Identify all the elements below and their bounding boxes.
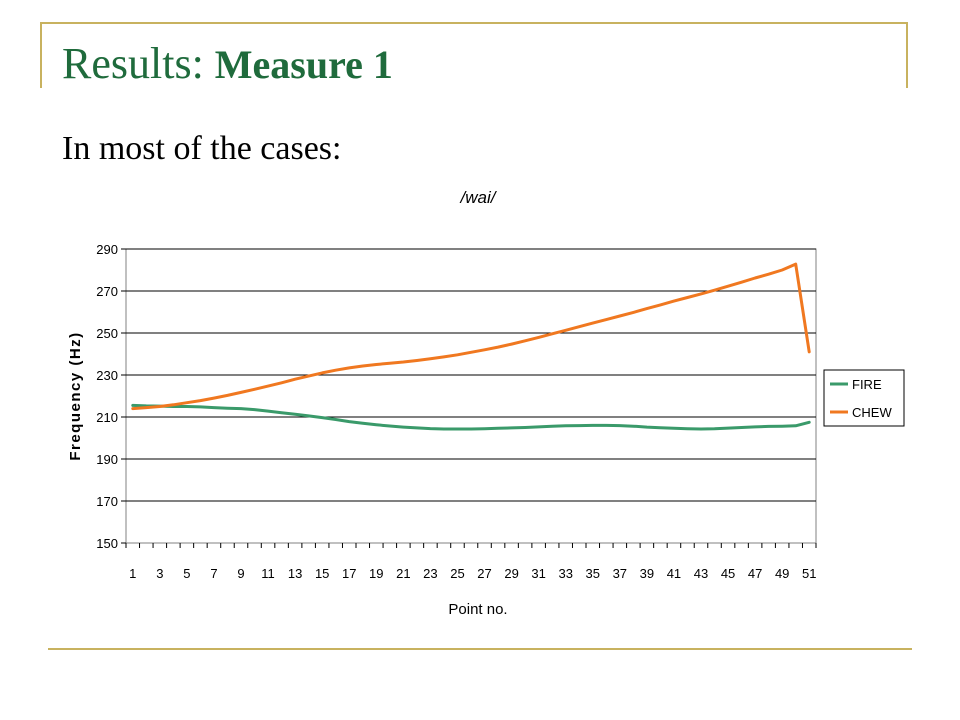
x-tick-label-7: 7 (210, 566, 217, 581)
y-axis: 150 170 190 210 230 250 270 290 (96, 242, 126, 551)
legend-box (823, 369, 905, 427)
x-tick-label-3: 3 (156, 566, 163, 581)
slide-title-bold: Measure 1 (214, 42, 393, 87)
x-tick-label-9: 9 (237, 566, 244, 581)
gridlines (126, 248, 816, 502)
x-tick-label-19: 19 (369, 566, 383, 581)
x-tick-label-17: 17 (342, 566, 356, 581)
x-tick-label-13: 13 (288, 566, 302, 581)
x-tick-label-1: 1 (129, 566, 136, 581)
y-tick-label-290: 290 (96, 242, 118, 257)
chart-title: /wai/ (460, 188, 498, 207)
x-tick-label-31: 31 (531, 566, 545, 581)
x-tick-label-23: 23 (423, 566, 437, 581)
y-tick-label-190: 190 (96, 452, 118, 467)
x-tick-label-21: 21 (396, 566, 410, 581)
slide-title-prefix: Results: (62, 39, 215, 88)
y-tick-label-170: 170 (96, 494, 118, 509)
left-rule (40, 22, 42, 88)
x-axis-label: Point no. (448, 601, 507, 618)
x-tick-label-25: 25 (450, 566, 464, 581)
series-lines (131, 262, 811, 431)
series-line-chew (131, 262, 811, 411)
legend: FIRE CHEW (823, 369, 905, 427)
legend-label-fire: FIRE (852, 377, 882, 392)
plot-area (125, 248, 817, 544)
x-tick-label-15: 15 (315, 566, 329, 581)
slide-subtitle: In most of the cases: (62, 130, 342, 167)
x-tick-label-35: 35 (586, 566, 600, 581)
legend-label-chew: CHEW (852, 405, 892, 420)
y-tick-label-270: 270 (96, 284, 118, 299)
x-tick-label-27: 27 (477, 566, 491, 581)
top-rule (40, 22, 908, 24)
y-tick-label-150: 150 (96, 536, 118, 551)
x-tick-label-49: 49 (775, 566, 789, 581)
right-rule (906, 22, 908, 88)
y-tick-label-250: 250 (96, 326, 118, 341)
bottom-rule (48, 648, 912, 650)
x-tick-label-41: 41 (667, 566, 681, 581)
x-tick-label-45: 45 (721, 566, 735, 581)
x-tick-label-11: 11 (261, 566, 275, 581)
x-tick-label-51: 51 (802, 566, 816, 581)
slide-title: Results: Measure 1 (62, 38, 393, 89)
x-tick-label-29: 29 (504, 566, 518, 581)
x-tick-label-33: 33 (558, 566, 572, 581)
x-tick-label-43: 43 (694, 566, 708, 581)
series-line-fire (131, 403, 811, 431)
x-tick-label-39: 39 (640, 566, 654, 581)
x-axis: 1 3 5 7 9 11 13 15 17 19 21 23 25 27 29 31 33 35 37 39 41 43 4… (125, 543, 817, 581)
x-tick-label-5: 5 (183, 566, 190, 581)
x-tick-label-37: 37 (613, 566, 627, 581)
x-tick-label-47: 47 (748, 566, 762, 581)
y-tick-label-230: 230 (96, 368, 118, 383)
y-axis-label: Frequency (Hz) (67, 331, 84, 460)
y-tick-label-210: 210 (96, 410, 118, 425)
